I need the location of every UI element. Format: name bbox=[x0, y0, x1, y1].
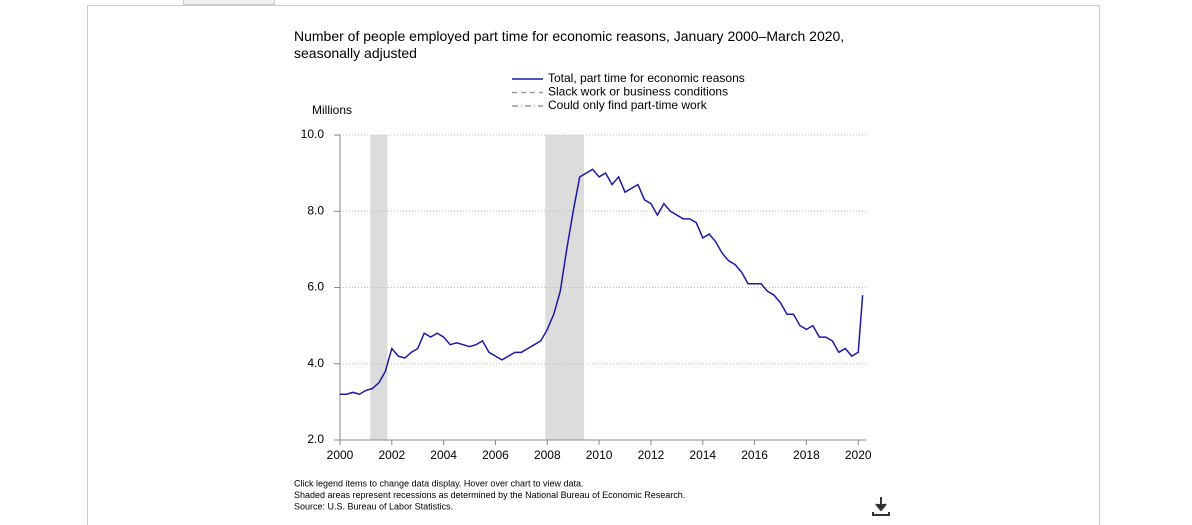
legend-item[interactable]: Slack work or business conditions bbox=[512, 85, 728, 99]
note: Click legend items to change data displa… bbox=[294, 478, 583, 488]
legend-label: Slack work or business conditions bbox=[548, 85, 728, 99]
x-tick-label: 2010 bbox=[586, 448, 613, 462]
download-icon[interactable] bbox=[872, 497, 890, 516]
x-tick-label: 2020 bbox=[845, 448, 872, 462]
x-tick-label: 2014 bbox=[689, 448, 716, 462]
recession-band bbox=[370, 135, 388, 440]
data-line bbox=[340, 168, 864, 396]
legend-label: Total, part time for economic reasons bbox=[548, 71, 745, 85]
legend-item[interactable]: Total, part time for economic reasons bbox=[512, 71, 745, 85]
x-tick-label: 2016 bbox=[741, 448, 768, 462]
x-tick-label: 2000 bbox=[327, 448, 354, 462]
y-tick-label: 10.0 bbox=[301, 127, 325, 141]
x-tick-label: 2004 bbox=[430, 448, 457, 462]
note: Shaded areas represent recessions as det… bbox=[294, 490, 685, 500]
x-tick-label: 2006 bbox=[482, 448, 509, 462]
legend-label: Could only find part-time work bbox=[548, 98, 708, 112]
x-tick-label: 2018 bbox=[793, 448, 820, 462]
y-tick-label: 2.0 bbox=[307, 432, 324, 446]
y-tick-label: 4.0 bbox=[307, 356, 324, 370]
y-tick-label: 8.0 bbox=[307, 203, 324, 217]
x-tick-label: 2008 bbox=[534, 448, 561, 462]
x-tick-label: 2002 bbox=[378, 448, 405, 462]
panel bbox=[87, 5, 1100, 525]
chart-title: Number of people employed part time for … bbox=[294, 28, 845, 61]
legend-item[interactable]: Could only find part-time work bbox=[512, 98, 708, 112]
tab[interactable] bbox=[183, 0, 275, 5]
y-axis-label: Millions bbox=[312, 103, 352, 117]
note: Source: U.S. Bureau of Labor Statistics. bbox=[294, 501, 453, 511]
x-tick-label: 2012 bbox=[638, 448, 665, 462]
y-tick-label: 6.0 bbox=[307, 280, 324, 294]
